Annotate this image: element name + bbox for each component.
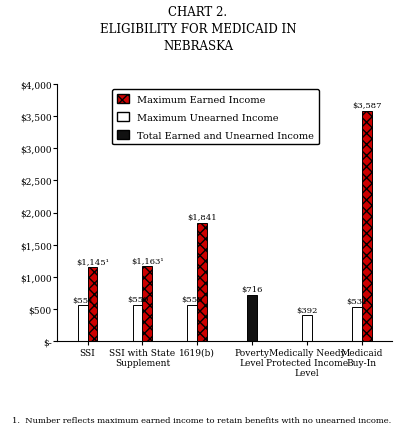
Bar (302, 316, 312, 341)
Text: $1,841: $1,841 (187, 213, 217, 222)
Legend: Maximum Earned Income, Maximum Unearned Income, Total Earned and Unearned Income: Maximum Earned Income, Maximum Unearned … (112, 90, 318, 145)
Bar (88, 268, 97, 341)
Bar (197, 223, 207, 341)
Text: $559: $559 (127, 296, 148, 303)
Text: $392: $392 (296, 306, 318, 314)
Text: $531: $531 (346, 297, 367, 305)
Bar (78, 305, 88, 341)
Bar (247, 295, 257, 341)
Bar (187, 305, 197, 341)
Text: $716: $716 (242, 285, 263, 294)
Text: $559: $559 (182, 296, 203, 303)
Bar (133, 305, 143, 341)
Text: 1.  Number reflects maximum earned income to retain benefits with no unearned in: 1. Number reflects maximum earned income… (12, 416, 391, 424)
Bar (143, 267, 152, 341)
Text: $551: $551 (72, 296, 93, 304)
Text: $1,163¹: $1,163¹ (131, 257, 164, 265)
Text: $1,145¹: $1,145¹ (76, 258, 109, 266)
Text: $3,587: $3,587 (352, 102, 382, 110)
Bar (352, 307, 362, 341)
Text: CHART 2.
ELIGIBILITY FOR MEDICAID IN
NEBRASKA: CHART 2. ELIGIBILITY FOR MEDICAID IN NEB… (100, 6, 296, 53)
Bar (362, 112, 372, 341)
